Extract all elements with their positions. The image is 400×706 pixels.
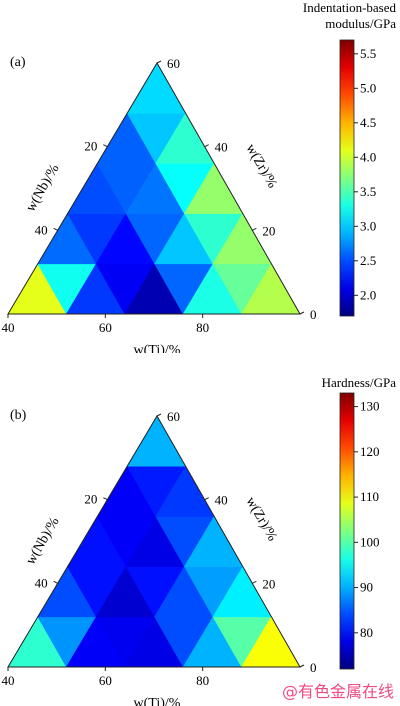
colorbar-tick-label: 110 [360,489,379,504]
right-tick [156,413,162,417]
left-tick-label: 20 [84,492,97,507]
ternary-outline [7,62,301,315]
right-tick [204,497,209,501]
colorbar-tick-label: 120 [360,444,380,459]
panel-label: (b) [10,408,27,423]
bottom-axis-label: w(Ti)/% [134,343,181,353]
colorbar-tick-label: 5.0 [360,80,376,95]
bottom-tick-label: 80 [196,673,209,688]
right-tick-label: 20 [262,576,275,591]
ternary-outline [7,415,301,668]
colorbar-tick-label: 130 [360,399,380,414]
bottom-axis-label: w(Ti)/% [134,696,181,706]
colorbar-tick-label: 80 [360,625,373,640]
heatmap-cells [7,415,301,668]
heatmap-cells [7,62,301,315]
right-tick-label: 0 [310,660,317,675]
bottom-tick-label: 80 [196,320,209,335]
bottom-tick-label: 60 [99,320,112,335]
right-tick [252,227,257,231]
colorbar-tick-label: 3.0 [360,218,376,233]
colorbar-tick-label: 100 [360,534,380,549]
left-axis-label: w(Nb)/% [23,515,62,568]
right-tick [204,144,209,148]
bottom-tick-label: 60 [99,673,112,688]
panel-label: (a) [10,55,26,70]
left-tick-label: 20 [84,139,97,154]
hardness-panel: (b) 40 60 80 w(Ti)/% 20 40 w(Nb)/% 0 20 40 60 w(Zr)/… [0,353,400,706]
left-tick-label: 40 [35,575,48,590]
colorbar-tick-label: 5.5 [360,46,376,61]
colorbar [339,39,355,317]
colorbar-tick-label: 2.0 [360,287,376,302]
right-tick [156,60,162,64]
modulus-ternary-chart: (a) 40 60 80 w(Ti)/% 20 40 w(Nb)/% 0 20 40 60 w(Zr)/… [2,0,397,353]
bottom-tick-label: 40 [2,673,15,688]
right-tick [299,664,305,668]
colorbar-tick-label: 3.5 [360,184,376,199]
colorbar-tick-label: 90 [360,580,373,595]
watermark: @有色金属在线 [281,682,394,701]
bottom-tick-label: 40 [2,320,15,335]
colorbar-title: Indentation-based [303,0,397,15]
left-tick [53,580,58,584]
colorbar-title: Hardness/GPa [322,375,397,390]
colorbar-tick-label: 2.5 [360,253,376,268]
right-tick-label: 40 [215,493,228,508]
right-tick-label: 60 [167,56,180,71]
right-axis-label: w(Zr)/% [242,142,279,192]
colorbar-tick-label: 4.0 [360,149,376,164]
right-tick-label: 60 [167,409,180,424]
left-tick [103,497,108,501]
right-tick-label: 0 [310,307,317,322]
modulus-panel: (a) 40 60 80 w(Ti)/% 20 40 w(Nb)/% 0 20 40 60 w(Zr)/… [2,0,397,353]
colorbar-tick-label: 4.5 [360,115,376,130]
left-tick-label: 40 [35,222,48,237]
right-tick [299,311,305,315]
right-tick-label: 20 [262,223,275,238]
colorbar-title: modulus/GPa [325,16,396,31]
colorbar [339,392,355,670]
right-axis-label: w(Zr)/% [242,495,279,545]
hardness-ternary-chart: (b) 40 60 80 w(Ti)/% 20 40 w(Nb)/% 0 20 40 60 w(Zr)/… [2,375,397,706]
left-axis-label: w(Nb)/% [23,162,62,215]
left-tick [53,227,58,231]
right-tick [252,580,257,584]
right-tick-label: 40 [215,140,228,155]
left-tick [103,144,108,148]
